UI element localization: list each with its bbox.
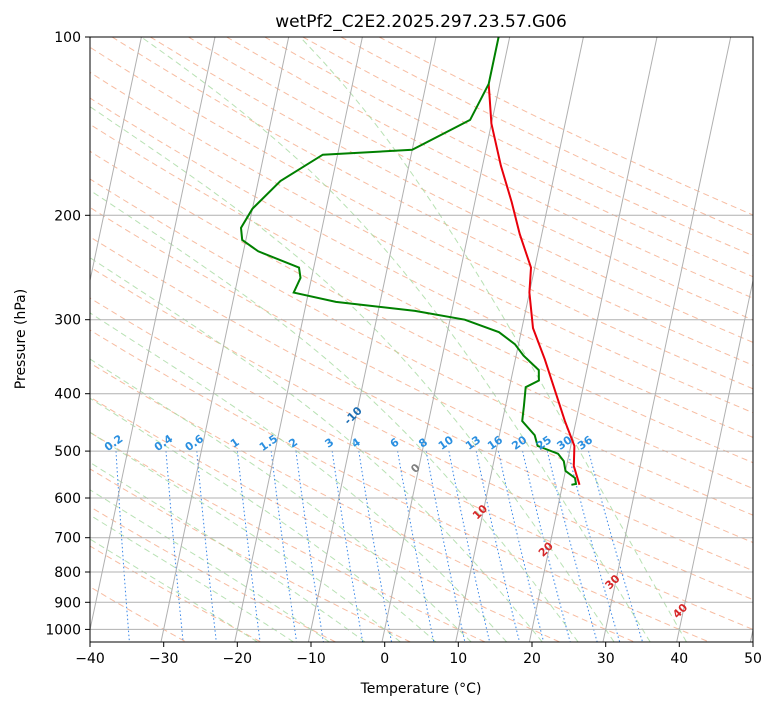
isotherm-line — [307, 37, 437, 642]
y-tick-label: 100 — [54, 30, 81, 46]
isotherm-line — [676, 278, 753, 642]
isotherm-line — [160, 37, 290, 642]
mixing-ratio-line — [567, 450, 621, 642]
dry-adiabat — [111, 37, 753, 366]
x-tick-label: 0 — [380, 651, 389, 667]
mixing-ratio-line — [448, 451, 491, 642]
x-tick-label: 10 — [449, 651, 467, 667]
x-tick-label: −20 — [223, 651, 253, 667]
y-tick-label: 600 — [54, 491, 81, 507]
dry-adiabat — [90, 586, 187, 642]
moist-adiabat — [90, 489, 330, 642]
dry-adiabat — [90, 506, 336, 642]
mixing-ratio-line — [546, 450, 598, 642]
dry-adiabat — [90, 206, 753, 544]
dry-adiabat — [188, 37, 753, 321]
mixing-ratio-line — [270, 451, 298, 642]
dry-adiabat — [90, 150, 753, 490]
dry-adiabat — [90, 178, 753, 516]
x-tick-label: −30 — [149, 651, 179, 667]
x-tick-label: 20 — [523, 651, 541, 667]
isotherm-line — [381, 37, 511, 642]
moist-adiabat — [90, 397, 437, 642]
y-tick-label: 800 — [54, 565, 81, 581]
y-tick-label: 700 — [54, 531, 81, 547]
mixing-ratio-line — [425, 451, 466, 642]
moist-adiabat — [90, 257, 543, 642]
dry-adiabat — [226, 37, 753, 299]
isotherm-line — [234, 37, 363, 642]
dry-adiabat — [150, 37, 753, 343]
moist-adiabat — [90, 312, 508, 642]
x-tick-label: 50 — [744, 651, 762, 667]
moist-adiabat — [90, 461, 366, 642]
mixing-ratio-line — [236, 451, 261, 642]
isotherm-line — [90, 37, 142, 283]
dry-adiabat — [90, 468, 411, 642]
plot-frame — [89, 36, 754, 643]
moist-adiabat — [90, 538, 258, 642]
y-tick-label: 900 — [54, 595, 81, 611]
mixing-ratio-line — [522, 450, 571, 642]
dry-adiabat — [90, 123, 753, 464]
mixing-ratio-line — [497, 450, 545, 642]
isotherm-line — [0, 37, 68, 642]
y-tick-label: 500 — [54, 444, 81, 460]
x-tick-label: −40 — [75, 651, 105, 667]
mixing-ratio-line — [331, 451, 364, 642]
y-tick-label: 200 — [54, 208, 81, 224]
dry-adiabat — [90, 97, 753, 438]
moist-adiabat — [90, 106, 615, 642]
dry-adiabat — [90, 71, 753, 414]
isotherm-line — [602, 37, 732, 642]
isotherm-line — [749, 627, 753, 642]
chart-title: wetPf2_C2E2.2025.297.23.57.G06 — [275, 12, 567, 32]
mixing-ratio-line — [295, 451, 324, 642]
x-axis-title: Temperature (°C) — [360, 681, 482, 697]
dry-adiabat — [90, 362, 635, 642]
plot-area — [90, 37, 753, 642]
y-tick-label: 300 — [54, 313, 81, 329]
y-tick-label: 400 — [54, 387, 81, 403]
dry-adiabat — [90, 329, 710, 642]
isotherm-line — [528, 37, 658, 642]
moist-adiabat — [299, 37, 687, 642]
mixing-ratio-line — [475, 450, 520, 642]
mixing-ratio-line — [115, 451, 130, 642]
x-tick-label: −10 — [296, 651, 326, 667]
x-tick-label: 40 — [670, 651, 688, 667]
mixing-ratio-line — [196, 451, 217, 642]
dry-adiabat — [90, 46, 753, 390]
x-tick-label: 30 — [597, 651, 615, 667]
dry-adiabat — [90, 297, 753, 630]
moist-adiabat — [90, 431, 401, 642]
y-tick-label: 1000 — [45, 622, 81, 638]
moist-adiabat — [90, 358, 472, 642]
mixing-ratio-line — [165, 451, 184, 642]
dewpoint-profile-line — [239, 37, 578, 486]
temperature-profile-line — [487, 83, 581, 486]
isotherm-line — [90, 37, 216, 633]
dry-adiabat — [90, 266, 753, 601]
moist-adiabat — [90, 189, 579, 642]
y-axis-title: Pressure (hPa) — [13, 289, 29, 389]
isotherm-line — [455, 37, 584, 642]
moist-adiabat — [140, 37, 651, 642]
